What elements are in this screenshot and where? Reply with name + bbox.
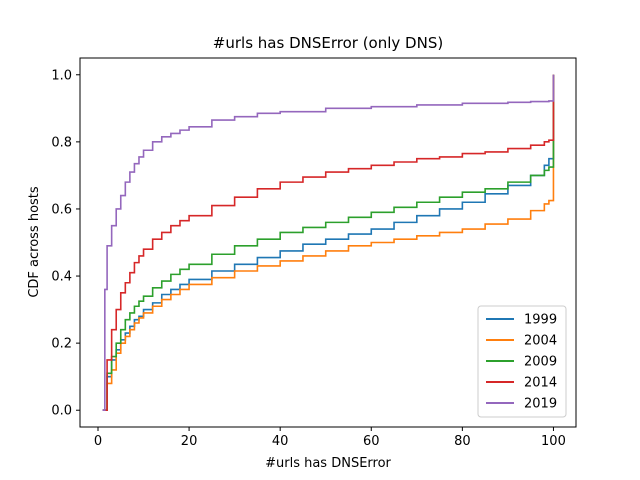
x-tick-label: 20 [181, 434, 198, 449]
y-axis-label: CDF across hosts [27, 186, 42, 298]
plot-frame [79, 57, 577, 428]
y-tick-label: 1.0 [51, 68, 72, 83]
legend-label: 2009 [524, 355, 557, 370]
x-tick-label: 0 [94, 434, 102, 449]
x-axis-ticks: 0 20 40 60 80 100 [94, 427, 566, 449]
x-tick-label: 60 [363, 434, 380, 449]
legend: 1999 2004 2009 2014 2019 [477, 305, 567, 418]
y-tick-label: 0.6 [51, 202, 72, 217]
legend-label: 2019 [524, 397, 557, 412]
legend-box [477, 305, 567, 418]
y-axis-ticks: 0.0 0.2 0.4 0.6 0.8 1.0 [51, 68, 80, 419]
series-line-2004 [102, 74, 555, 412]
plot-lines [102, 74, 555, 412]
y-tick-label: 0.2 [51, 337, 72, 352]
y-tick-label: 0.0 [51, 404, 72, 419]
y-tick-label: 0.4 [51, 270, 72, 285]
legend-label: 2014 [524, 376, 557, 391]
x-tick-label: 80 [454, 434, 471, 449]
x-tick-label: 40 [272, 434, 289, 449]
legend-label: 1999 [524, 313, 557, 328]
series-line-2014 [102, 74, 555, 412]
chart-title: #urls has DNSError (only DNS) [213, 34, 443, 52]
x-axis-label: #urls has DNSError [265, 456, 391, 471]
y-tick-label: 0.8 [51, 135, 72, 150]
x-tick-label: 100 [541, 434, 566, 449]
series-line-2019 [102, 74, 555, 412]
series-line-2009 [102, 74, 555, 412]
legend-label: 2004 [524, 334, 557, 349]
